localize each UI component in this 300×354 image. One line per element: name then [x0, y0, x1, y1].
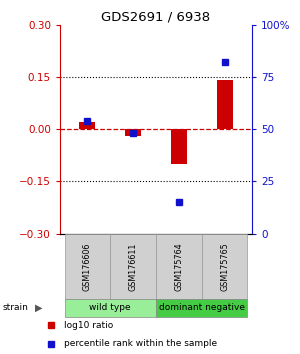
Text: strain: strain [3, 303, 29, 313]
Text: GSM176611: GSM176611 [129, 242, 138, 291]
Bar [80, 122, 95, 129]
Text: ▶: ▶ [34, 303, 42, 313]
Text: wild type: wild type [89, 303, 131, 313]
Text: GSM175764: GSM175764 [174, 242, 183, 291]
Bar [110, 234, 156, 299]
Bar [156, 234, 202, 299]
Bar [202, 234, 248, 299]
Title: GDS2691 / 6938: GDS2691 / 6938 [101, 11, 211, 24]
Bar [171, 129, 187, 164]
Bar [125, 129, 141, 136]
Bar [64, 299, 156, 317]
Text: log10 ratio: log10 ratio [64, 321, 113, 330]
Text: GSM175765: GSM175765 [220, 242, 229, 291]
Text: GSM176606: GSM176606 [83, 242, 92, 291]
Bar [217, 80, 232, 129]
Text: dominant negative: dominant negative [159, 303, 245, 313]
Bar [64, 234, 110, 299]
Text: percentile rank within the sample: percentile rank within the sample [64, 339, 217, 348]
Bar [156, 299, 248, 317]
